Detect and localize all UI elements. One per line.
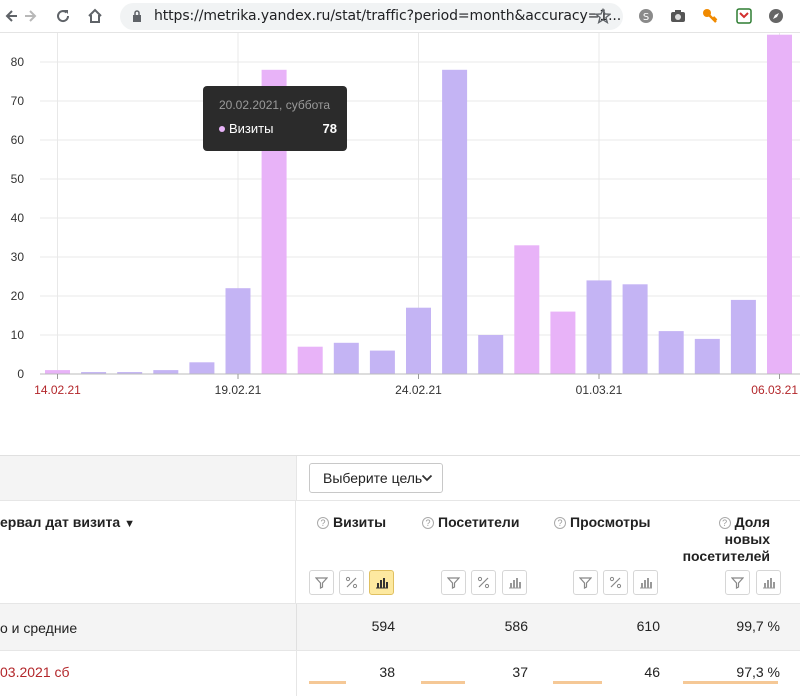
row-pageviews-bar xyxy=(553,681,602,684)
chart-bar xyxy=(622,284,648,374)
x-tick-label: 01.03.21 xyxy=(576,383,623,397)
reload-icon[interactable] xyxy=(52,5,74,27)
help-icon[interactable]: ? xyxy=(317,517,329,529)
table-header: ервал дат визита ▼ ? Визиты ? Посетители ?… xyxy=(0,500,800,604)
help-icon[interactable]: ? xyxy=(422,517,434,529)
chart-bar xyxy=(767,34,792,374)
row-pageviews: 46 xyxy=(644,664,660,680)
row-date-label[interactable]: 03.2021 сб xyxy=(0,664,70,680)
filter-icon[interactable] xyxy=(441,570,466,595)
lock-icon xyxy=(133,10,141,22)
tooltip-date: 20.02.2021, суббота xyxy=(219,98,331,112)
chart-bar xyxy=(550,311,576,374)
row-visitors-bar xyxy=(421,681,465,684)
filter-icon[interactable] xyxy=(725,570,750,595)
chart-bar xyxy=(333,342,359,374)
chart-tooltip: 20.02.2021, суббота Визиты 78 xyxy=(203,86,347,151)
y-tick-label: 0 xyxy=(17,367,24,381)
y-tick-label: 70 xyxy=(11,94,25,108)
row-visits: 38 xyxy=(379,664,395,680)
y-tick-label: 50 xyxy=(11,172,25,186)
row-visitors: 37 xyxy=(512,664,528,680)
key-extension-icon[interactable] xyxy=(700,6,720,26)
y-tick-label: 20 xyxy=(11,289,25,303)
compass-extension-icon[interactable] xyxy=(766,6,786,26)
tooltip-value: 78 xyxy=(322,121,337,136)
totals-visitors: 586 xyxy=(504,618,528,634)
url-text: https://metrika.yandex.ru/stat/traffic?p… xyxy=(154,8,622,24)
y-tick-label: 80 xyxy=(11,55,25,69)
x-tick-label: 14.02.21 xyxy=(34,383,81,397)
chart-bar xyxy=(81,372,107,374)
bar-chart: 0 10 20 30 40 50 60 70 80 14.02.21 19.02.21 24.02.2… xyxy=(11,33,800,397)
chart-bar xyxy=(369,350,395,374)
chart-bar xyxy=(117,372,143,374)
select-goal-label: Выберите цель xyxy=(323,470,423,486)
skype-extension-icon[interactable]: S xyxy=(636,6,656,26)
forward-arrow-icon[interactable] xyxy=(20,5,42,27)
dimension-header-cell[interactable]: ервал дат визита ▼ xyxy=(0,501,296,604)
series-dot-icon xyxy=(219,126,225,132)
y-tick-label: 10 xyxy=(11,328,25,342)
column-header-visitors[interactable]: ? Посетители xyxy=(422,514,519,530)
totals-row: о и средние 594 586 610 99,7 % xyxy=(0,603,800,651)
chart-bar xyxy=(297,346,323,374)
chart-bar xyxy=(658,331,684,374)
y-tick-label: 40 xyxy=(11,211,25,225)
chart-bar xyxy=(45,370,70,374)
chart-bar xyxy=(442,69,468,375)
dimension-header-label[interactable]: ервал дат визита ▼ xyxy=(0,514,135,530)
bar-chart-icon[interactable] xyxy=(502,570,527,595)
x-tick-label: 06.03.21 xyxy=(751,383,798,397)
help-icon[interactable]: ? xyxy=(554,517,566,529)
column-header-pageviews[interactable]: ? Просмотры xyxy=(554,514,651,530)
y-tick-label: 60 xyxy=(11,133,25,147)
tooltip-series-name: Визиты xyxy=(229,121,274,136)
select-goal-button[interactable]: Выберите цель xyxy=(309,463,443,493)
row-new-visitors-bar xyxy=(683,681,778,684)
table-row[interactable]: 03.2021 сб 38 37 46 97,3 % xyxy=(0,650,800,696)
svg-text:S: S xyxy=(643,12,649,23)
home-icon[interactable] xyxy=(84,5,106,27)
back-arrow-icon[interactable] xyxy=(0,5,22,27)
chart-bar xyxy=(225,288,251,374)
totals-visits: 594 xyxy=(371,618,395,634)
chart-bar xyxy=(514,245,540,374)
bar-chart-icon[interactable] xyxy=(369,570,394,595)
address-bar[interactable]: https://metrika.yandex.ru/stat/traffic?p… xyxy=(120,3,623,30)
totals-pageviews: 610 xyxy=(636,618,660,634)
filter-icon[interactable] xyxy=(573,570,598,595)
chart-bar xyxy=(478,335,504,374)
chart-bar xyxy=(406,307,431,374)
help-icon[interactable]: ? xyxy=(718,517,731,529)
y-tick-label: 30 xyxy=(11,250,25,264)
x-tick-label: 19.02.21 xyxy=(215,383,262,397)
totals-label: о и средние xyxy=(0,620,78,636)
chart-bar xyxy=(730,299,756,374)
totals-new-visitors-share: 99,7 % xyxy=(736,618,780,634)
browser-toolbar: https://metrika.yandex.ru/stat/traffic?p… xyxy=(0,0,800,33)
filter-icon[interactable] xyxy=(309,570,334,595)
percent-icon[interactable] xyxy=(339,570,364,595)
chart-bar xyxy=(586,280,612,374)
bar-chart-icon[interactable] xyxy=(756,570,781,595)
chevron-down-icon xyxy=(421,474,433,482)
chart-bar xyxy=(694,338,720,374)
bar-chart-icon[interactable] xyxy=(633,570,658,595)
bookmark-star-icon[interactable] xyxy=(595,8,611,24)
chart-bar xyxy=(189,362,215,374)
percent-icon[interactable] xyxy=(471,570,496,595)
percent-icon[interactable] xyxy=(603,570,628,595)
row-new-visitors-share: 97,3 % xyxy=(736,664,780,680)
camera-extension-icon[interactable] xyxy=(668,6,688,26)
chart-bar xyxy=(153,370,179,374)
pocket-extension-icon[interactable] xyxy=(734,6,754,26)
column-header-new-visitors[interactable]: ? Доля новых посетителей xyxy=(682,514,770,564)
x-tick-label: 24.02.21 xyxy=(395,383,442,397)
column-header-visits[interactable]: ? Визиты xyxy=(317,514,386,530)
row-visits-bar xyxy=(309,681,346,684)
sort-desc-icon[interactable]: ▼ xyxy=(124,518,135,530)
visits-chart: 0 10 20 30 40 50 60 70 80 14.02.21 19.02.21 24.02.2… xyxy=(0,33,800,403)
